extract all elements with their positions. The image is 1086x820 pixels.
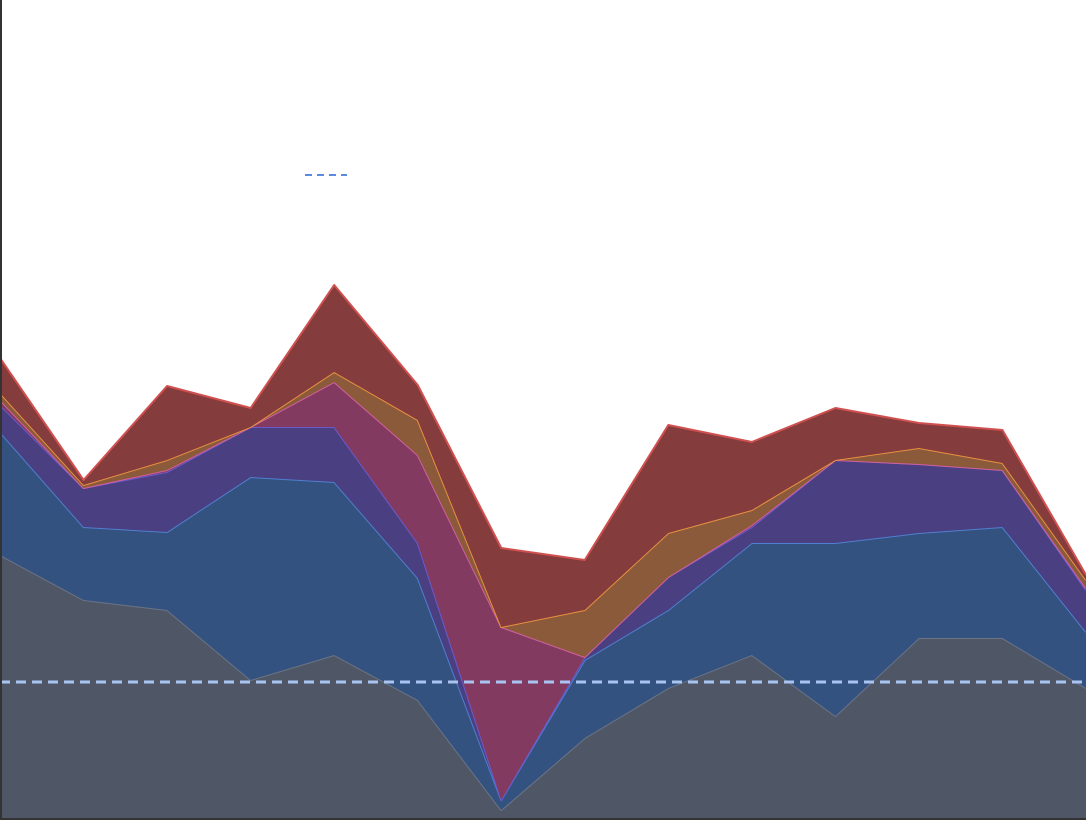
area-line [0,284,1086,576]
area-fill [0,432,1086,810]
area-fill [0,555,1086,820]
area-fill [0,405,1086,800]
area-fill [0,382,1086,800]
area-fill [0,285,1086,627]
